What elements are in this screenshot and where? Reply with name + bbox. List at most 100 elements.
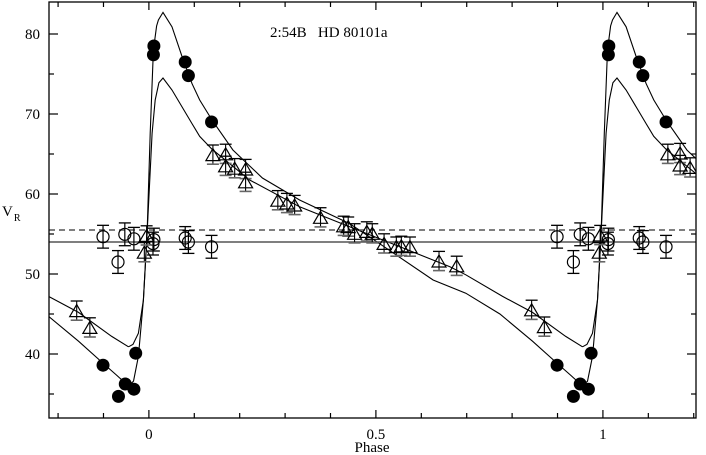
data-point-open-circle <box>573 222 587 247</box>
open-circle-marker <box>632 231 646 245</box>
data-point-filled-circle <box>111 389 125 403</box>
data-point-open-triangle <box>388 236 405 258</box>
open-triangle-marker <box>401 239 419 254</box>
data-point-filled-circle <box>659 115 673 129</box>
y-axis-label-subscript: R <box>14 213 21 224</box>
chart-title: 2:54B HD 80101a <box>270 25 388 41</box>
filled-circle-marker <box>632 55 646 69</box>
open-triangle-marker <box>376 236 393 250</box>
model-curve-filled-circle <box>49 315 129 387</box>
data-point-open-circle <box>96 224 110 249</box>
open-triangle-marker <box>81 320 98 334</box>
filled-circle-marker <box>181 69 195 83</box>
data-point-filled-circle <box>636 69 650 83</box>
data-point-filled-circle <box>581 382 595 396</box>
filled-circle-marker <box>636 69 650 83</box>
filled-circle-marker <box>584 346 598 360</box>
open-circle-marker <box>636 235 650 249</box>
open-circle-marker <box>659 240 673 254</box>
data-point-filled-circle <box>584 346 598 360</box>
plot-frame <box>48 1 697 419</box>
open-triangle-marker <box>335 218 352 233</box>
data-point-filled-circle <box>205 115 219 129</box>
x-tick-labels: 0 0.5 1 <box>145 427 607 443</box>
open-triangle-marker <box>312 210 329 224</box>
open-circle-marker <box>178 231 192 245</box>
open-triangle-marker <box>591 245 608 259</box>
data-point-open-triangle <box>536 316 553 338</box>
data-point-open-triangle <box>286 194 303 216</box>
filled-circle-marker <box>602 39 616 53</box>
open-triangle-marker <box>278 195 295 210</box>
filled-circle-marker <box>550 358 564 372</box>
filled-circle-marker <box>581 382 595 396</box>
x-tick-label: 0 <box>145 427 153 443</box>
open-triangle-marker <box>536 319 553 334</box>
data-point-open-triangle <box>393 235 410 257</box>
filled-circle-marker <box>205 115 219 129</box>
y-tick-label: 40 <box>25 347 40 363</box>
y-tick-label: 50 <box>25 267 40 283</box>
data-point-open-triangle <box>592 224 609 246</box>
data-point-open-circle <box>550 224 564 249</box>
model-curve-open-triangle <box>128 77 583 348</box>
data-point-filled-circle <box>96 358 110 372</box>
filled-circle-marker <box>111 389 125 403</box>
open-circle-marker <box>573 227 587 241</box>
data-point-filled-circle <box>181 69 195 83</box>
open-triangle-marker <box>682 160 696 174</box>
data-point-open-triangle <box>401 236 419 258</box>
data-point-open-triangle <box>523 299 540 321</box>
open-circle-marker <box>96 230 110 244</box>
y-axis-label: VR <box>2 204 21 224</box>
data-point-open-triangle <box>346 223 363 244</box>
filled-circle-marker <box>659 115 673 129</box>
open-circle-marker <box>111 255 125 269</box>
data-point-open-circle <box>636 229 650 255</box>
axis-ticks <box>49 2 696 418</box>
filled-circle-marker <box>129 346 143 360</box>
data-point-open-circle <box>111 249 125 275</box>
data-point-open-triangle <box>430 250 448 272</box>
open-triangle-marker <box>388 239 405 254</box>
data-point-open-circle <box>601 231 615 256</box>
open-triangle-marker <box>393 238 410 253</box>
filled-circle-marker <box>178 55 192 69</box>
data-point-open-triangle <box>81 317 98 338</box>
data-point-open-triangle <box>682 157 696 178</box>
data-point-open-triangle <box>237 171 254 193</box>
data-point-filled-circle <box>566 389 580 403</box>
x-tick-label: 1 <box>599 427 607 443</box>
data-point-filled-circle <box>127 382 141 396</box>
filled-circle-marker <box>127 382 141 396</box>
model-curve-filled-circle <box>128 11 583 387</box>
data-point-open-triangle <box>217 155 234 177</box>
open-triangle-marker <box>286 197 303 212</box>
x-tick-label: 0.5 <box>367 427 386 443</box>
data-point-open-triangle <box>659 143 676 165</box>
open-circle-marker <box>601 237 615 251</box>
data-point-filled-circle <box>147 39 161 53</box>
data-point-filled-circle <box>602 39 616 53</box>
data-point-open-triangle <box>312 207 329 228</box>
data-point-open-triangle <box>376 233 393 254</box>
data-point-filled-circle <box>178 55 192 69</box>
filled-circle-marker <box>566 389 580 403</box>
open-triangle-marker <box>226 161 243 175</box>
data-point-open-circle <box>127 226 141 251</box>
open-triangle-marker <box>68 303 85 318</box>
data-point-open-triangle <box>672 154 689 176</box>
open-circle-marker <box>550 230 564 244</box>
data-point-filled-circle <box>129 346 143 360</box>
x-axis-label: Phase <box>355 440 390 455</box>
y-tick-label: 60 <box>25 187 40 203</box>
open-triangle-marker <box>523 302 540 317</box>
open-triangle-marker <box>592 227 609 242</box>
model-curve-filled-circle <box>582 11 696 387</box>
data-point-open-triangle <box>204 144 221 165</box>
filled-circle-marker <box>96 358 110 372</box>
data-points <box>68 39 696 403</box>
data-point-open-circle <box>566 249 581 275</box>
model-curves <box>49 11 696 387</box>
